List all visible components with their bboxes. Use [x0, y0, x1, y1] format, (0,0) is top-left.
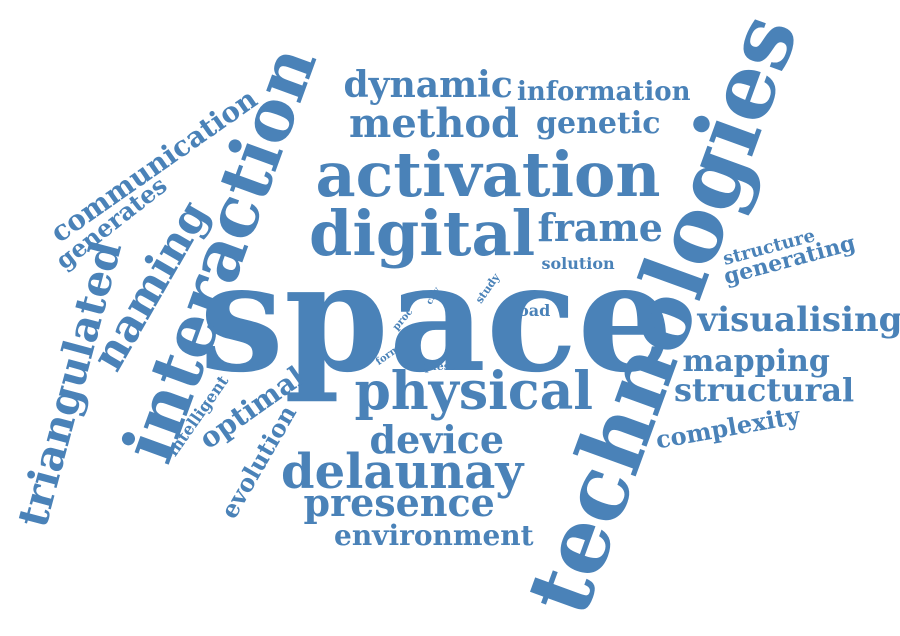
word-dynamic: dynamic — [343, 64, 513, 106]
word-information: information — [517, 77, 691, 107]
word-device: device — [369, 417, 505, 462]
word-activation: activation — [315, 138, 661, 211]
word-load: load — [512, 301, 551, 320]
word-environment: environment — [334, 519, 534, 552]
word-frame: frame — [537, 205, 663, 250]
word-structural: structural — [674, 371, 855, 409]
word-mapping: mapping — [682, 344, 830, 379]
word-triangulated: triangulated — [7, 235, 132, 533]
word-visualising: visualising — [697, 300, 900, 340]
word-delaunay: delaunay — [281, 444, 524, 500]
word-digital: digital — [309, 197, 536, 270]
word-quest: quest — [421, 359, 455, 373]
word-presence: presence — [303, 480, 495, 525]
word-method: method — [349, 100, 519, 147]
word-space: space — [199, 230, 673, 406]
word-genetic: genetic — [536, 106, 661, 141]
word-physical: physical — [354, 361, 594, 422]
word-solution: solution — [541, 254, 615, 273]
